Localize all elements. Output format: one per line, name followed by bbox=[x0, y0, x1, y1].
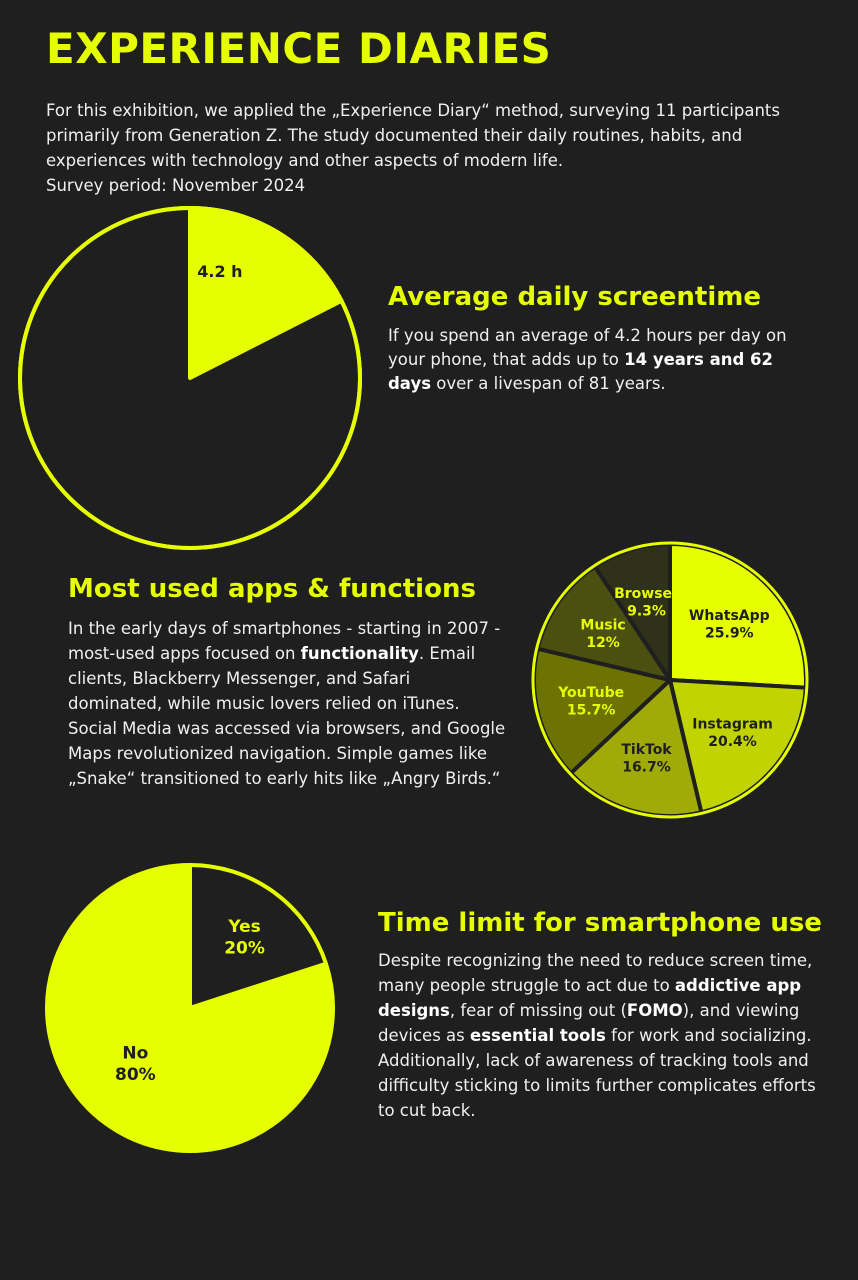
timelimit-slice-label-yes: Yes 20% bbox=[224, 917, 265, 958]
apps-text: In the early days of smartphones - start… bbox=[68, 619, 506, 788]
screentime-text: If you spend an average of 4.2 hours per… bbox=[388, 326, 787, 393]
apps-heading: Most used apps & functions bbox=[68, 574, 476, 604]
apps-pie-ring bbox=[531, 541, 809, 819]
app-slice-label-music: Music 12% bbox=[580, 617, 625, 651]
screentime-heading: Average daily screentime bbox=[388, 282, 761, 312]
page-title: EXPERIENCE DIARIES bbox=[46, 24, 552, 73]
timelimit-slice-no bbox=[45, 863, 335, 1153]
apps-highlight: functionality bbox=[300, 644, 419, 663]
timelimit-text: Despite recognizing the need to reduce s… bbox=[378, 951, 816, 1120]
app-slice-label-tiktok: TikTok 16.7% bbox=[621, 742, 672, 776]
screentime-slice-label: 4.2 h bbox=[197, 262, 242, 281]
timelimit-slice-yes bbox=[188, 863, 328, 1010]
screentime-highlight: 14 years and 62 days bbox=[388, 350, 773, 393]
intro-text: For this exhibition, we applied the „Exp… bbox=[46, 98, 826, 198]
app-slice-label-browser: Browser 9.3% bbox=[614, 586, 679, 620]
app-slice-label-youtube: YouTube 15.7% bbox=[557, 685, 624, 719]
timelimit-heading: Time limit for smartphone use bbox=[378, 908, 822, 938]
survey-period: Survey period: November 2024 bbox=[46, 176, 306, 195]
intro-line: primarily from Generation Z. The study d… bbox=[46, 126, 743, 145]
app-slice-label-whatsapp: WhatsApp 25.9% bbox=[689, 608, 770, 642]
timelimit-slice-label-no: No 80% bbox=[115, 1044, 156, 1085]
intro-line: For this exhibition, we applied the „Exp… bbox=[46, 101, 780, 120]
app-slice-label-instagram: Instagram 20.4% bbox=[692, 716, 773, 750]
screentime-pie-ring bbox=[18, 206, 362, 550]
intro-line: experiences with technology and other as… bbox=[46, 151, 564, 170]
